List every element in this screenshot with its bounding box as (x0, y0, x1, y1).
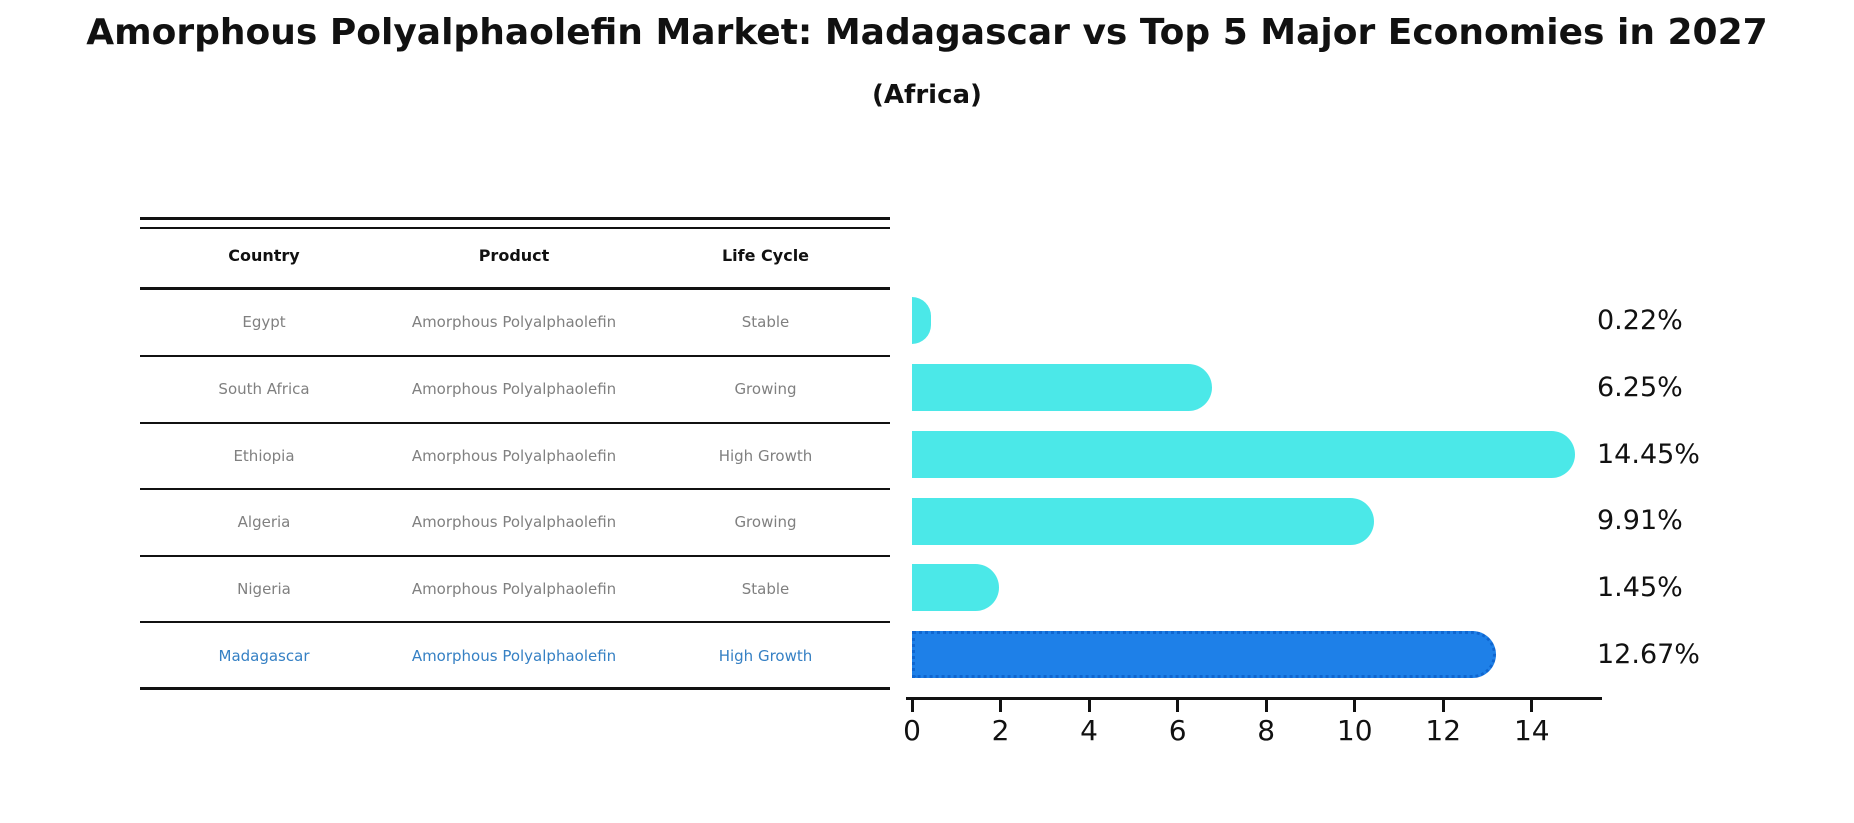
bar-egypt (912, 297, 932, 344)
table-cell-life-cycle: Stable (741, 313, 790, 331)
x-axis-tick-label: 2 (991, 714, 1010, 747)
table-row-egypt: Egypt Amorphous Polyalphaolefin Stable (140, 311, 890, 333)
chart-subtitle: (Africa) (872, 80, 982, 110)
x-axis-tick-label: 10 (1336, 714, 1373, 747)
table-cell-product: Amorphous Polyalphaolefin (411, 380, 617, 398)
comparison-table: Country Product Life Cycle Egypt Amorpho… (140, 217, 890, 692)
bar-nigeria (912, 564, 1000, 611)
x-axis-tick-label: 12 (1425, 714, 1462, 747)
x-axis-tick-label: 6 (1168, 714, 1187, 747)
table-cell-life-cycle: Growing (734, 513, 797, 531)
table-cell-product: Amorphous Polyalphaolefin (411, 313, 617, 331)
table-row-algeria: Algeria Amorphous Polyalphaolefin Growin… (140, 511, 890, 533)
bar-madagascar (912, 631, 1496, 678)
table-rule-top (140, 217, 890, 220)
table-row-ethiopia: Ethiopia Amorphous Polyalphaolefin High … (140, 445, 890, 467)
table-header-row: Country Product Life Cycle (140, 245, 890, 267)
x-axis-tick-mark (999, 700, 1003, 712)
table-row-madagascar-highlighted: Madagascar Amorphous Polyalphaolefin Hig… (140, 645, 890, 667)
table-row-south-africa: South Africa Amorphous Polyalphaolefin G… (140, 378, 890, 400)
x-axis-line (906, 697, 1602, 700)
value-label-egypt: 0.22% (1597, 305, 1683, 336)
bar-row-algeria (912, 498, 1374, 545)
x-axis-tick-mark (1176, 700, 1180, 712)
table-cell-product: Amorphous Polyalphaolefin (411, 580, 617, 598)
table-cell-product: Amorphous Polyalphaolefin (411, 647, 617, 665)
table-cell-product: Amorphous Polyalphaolefin (411, 513, 617, 531)
table-cell-product: Amorphous Polyalphaolefin (411, 447, 617, 465)
bar-row-madagascar-highlighted (912, 631, 1496, 678)
table-rule (140, 422, 890, 424)
table-cell-country: Algeria (237, 513, 291, 531)
table-rule-top-inner (140, 227, 890, 229)
table-cell-life-cycle: Growing (734, 380, 797, 398)
x-axis-tick-mark (1353, 700, 1357, 712)
value-label-algeria: 9.91% (1597, 505, 1683, 536)
value-label-south-africa: 6.25% (1597, 372, 1683, 403)
value-label-madagascar: 12.67% (1597, 639, 1700, 670)
table-header-life-cycle: Life Cycle (721, 246, 810, 265)
x-axis-tick-mark (1264, 700, 1268, 712)
x-axis-tick-mark (910, 700, 914, 712)
table-cell-country: South Africa (218, 380, 310, 398)
table-cell-country: Egypt (242, 313, 286, 331)
table-rule-bottom (140, 687, 890, 690)
table-rule-header (140, 287, 890, 290)
table-rule (140, 488, 890, 490)
x-axis-ticks: 0 2 4 6 8 10 12 14 (903, 697, 1596, 757)
table-header-country: Country (228, 246, 300, 265)
x-axis-tick-mark (1530, 700, 1534, 712)
table-header-product: Product (478, 246, 550, 265)
bar-row-egypt (912, 297, 932, 344)
table-rule (140, 555, 890, 557)
bar-ethiopia (912, 431, 1575, 478)
bar-row-south-africa (912, 364, 1212, 411)
table-rule (140, 621, 890, 623)
table-cell-life-cycle: High Growth (718, 447, 813, 465)
x-axis-tick-label: 14 (1513, 714, 1550, 747)
table-rule (140, 355, 890, 357)
bar-row-nigeria (912, 564, 1000, 611)
x-axis-tick-mark (1441, 700, 1445, 712)
bar-row-ethiopia (912, 431, 1575, 478)
table-row-nigeria: Nigeria Amorphous Polyalphaolefin Stable (140, 578, 890, 600)
x-axis-tick-mark (1087, 700, 1091, 712)
x-axis-tick-label: 4 (1080, 714, 1098, 747)
bar-algeria (912, 498, 1374, 545)
table-cell-life-cycle: Stable (741, 580, 790, 598)
table-cell-country: Nigeria (237, 580, 291, 598)
x-axis-tick-label: 0 (903, 714, 921, 747)
table-cell-life-cycle: High Growth (718, 647, 813, 665)
value-label-ethiopia: 14.45% (1597, 439, 1700, 470)
bar-south-africa (912, 364, 1212, 411)
table-cell-country: Ethiopia (233, 447, 295, 465)
table-cell-country: Madagascar (218, 647, 310, 665)
x-axis-tick-label: 8 (1257, 714, 1276, 747)
bar-plot: 0 2 4 6 8 10 12 14 (903, 228, 1602, 747)
value-label-nigeria: 1.45% (1597, 572, 1683, 603)
chart-title: Amorphous Polyalphaolefin Market: Madaga… (86, 12, 1768, 53)
